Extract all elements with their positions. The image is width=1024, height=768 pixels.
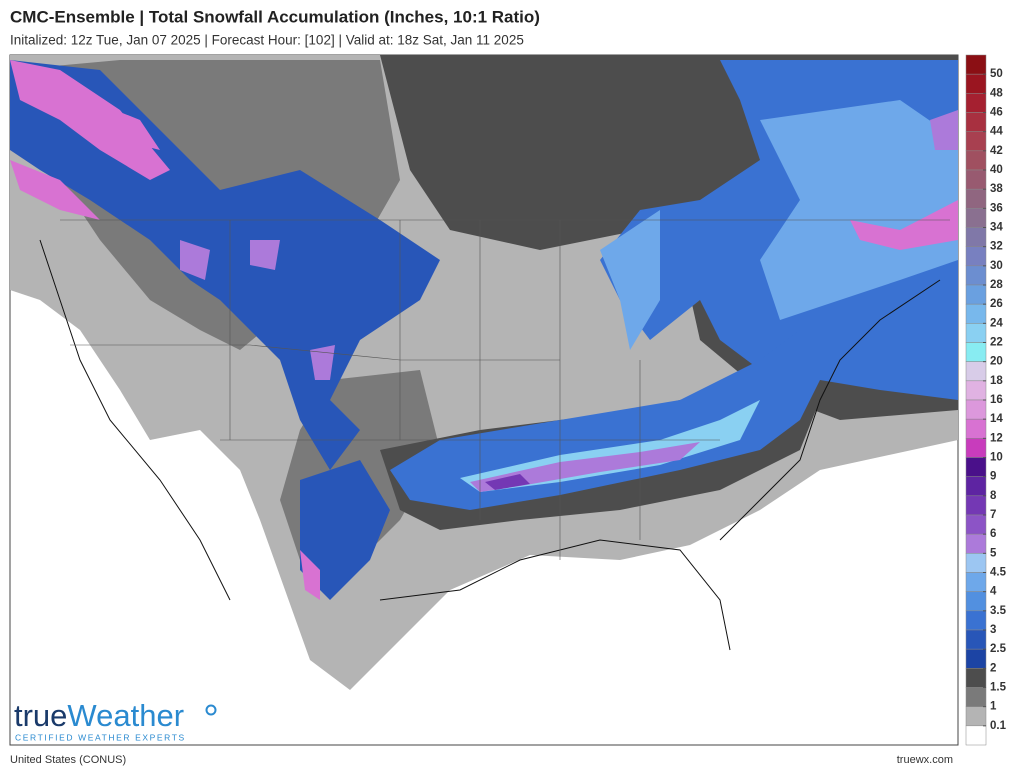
legend-swatch [965, 54, 987, 75]
legend-label: 36 [990, 202, 1003, 214]
legend-label: 4 [990, 586, 997, 598]
legend-swatch [965, 227, 987, 247]
legend-swatch [965, 246, 987, 267]
legend-swatch [965, 188, 987, 209]
legend-label: 1 [990, 701, 997, 713]
logo-tagline: CERTIFIED WEATHER EXPERTS [15, 732, 186, 742]
legend-label: 0.1 [990, 720, 1007, 732]
map-area [9, 54, 959, 746]
legend-swatch [965, 73, 987, 94]
legend-label: 4.5 [990, 567, 1007, 579]
legend-swatch [965, 610, 987, 631]
legend-swatch [965, 706, 987, 727]
legend-swatch [965, 668, 987, 688]
legend-label: 40 [990, 164, 1003, 176]
snow-light-blue-north [600, 100, 958, 350]
footer-site: truewx.com [897, 754, 953, 766]
legend-swatch [965, 572, 987, 592]
legend-label: 42 [990, 145, 1003, 157]
legend-swatch [965, 342, 987, 362]
legend-swatch [965, 380, 987, 401]
legend-swatch [965, 265, 987, 286]
legend-swatch [965, 514, 987, 535]
legend-swatch [965, 533, 987, 554]
legend-label: 34 [990, 222, 1003, 234]
legend-label: 32 [990, 241, 1003, 253]
legend-swatch [965, 438, 987, 458]
legend: 5048464442403836343230282624222018161412… [965, 54, 1007, 746]
subtitle: Initalized: 12z Tue, Jan 07 2025 | Forec… [10, 33, 524, 48]
legend-label: 6 [990, 528, 996, 540]
logo: trueWeather [14, 698, 184, 733]
legend-swatch [965, 208, 987, 228]
legend-swatch [965, 169, 987, 190]
legend-label: 3.5 [990, 605, 1007, 617]
legend-swatch [965, 418, 987, 439]
legend-swatch [965, 93, 987, 113]
legend-swatch [965, 361, 987, 382]
legend-swatch [965, 553, 987, 573]
legend-label: 24 [990, 317, 1003, 329]
legend-label: 22 [990, 337, 1003, 349]
legend-label: 18 [990, 375, 1003, 387]
legend-swatch [965, 648, 987, 669]
logo-part-b: Weather [67, 698, 184, 733]
coastline [39, 239, 941, 651]
legend-label: 50 [990, 68, 1003, 80]
legend-swatch [965, 399, 987, 420]
legend-label: 10 [990, 452, 1003, 464]
legend-label: 3 [990, 624, 996, 636]
footer-region: United States (CONUS) [10, 754, 126, 766]
legend-swatch [965, 303, 987, 324]
legend-label: 30 [990, 260, 1003, 272]
legend-swatch [965, 591, 987, 612]
legend-label: 20 [990, 356, 1003, 368]
logo-part-a: true [14, 698, 67, 733]
legend-label: 48 [990, 87, 1003, 99]
snow-purple-core [485, 474, 530, 490]
legend-label: 14 [990, 413, 1003, 425]
legend-label: 2 [990, 662, 996, 674]
snow-blue-west [10, 60, 440, 600]
legend-label: 5 [990, 547, 997, 559]
legend-swatch [965, 457, 987, 477]
legend-label: 8 [990, 490, 997, 502]
legend-swatch [965, 725, 987, 746]
legend-swatch [965, 112, 987, 132]
legend-label: 38 [990, 183, 1003, 195]
snow-blue-band [390, 330, 830, 510]
legend-label: 1.5 [990, 682, 1007, 694]
legend-swatch [965, 495, 987, 516]
legend-label: 2.5 [990, 643, 1007, 655]
legend-label: 9 [990, 471, 996, 483]
legend-swatch [965, 687, 987, 707]
state-borders [60, 219, 950, 560]
legend-swatch [965, 476, 987, 497]
title: CMC-Ensemble | Total Snowfall Accumulati… [10, 7, 540, 26]
legend-swatch [965, 284, 987, 305]
legend-label: 7 [990, 509, 996, 521]
legend-label: 44 [990, 126, 1003, 138]
legend-label: 28 [990, 279, 1003, 291]
snow-pink-nw [10, 60, 958, 600]
snow-purple-band [470, 442, 700, 492]
logo-dot [205, 704, 217, 716]
legend-swatch [965, 150, 987, 171]
legend-swatch [965, 629, 987, 650]
legend-swatch [965, 131, 987, 152]
legend-label: 16 [990, 394, 1003, 406]
legend-label: 46 [990, 107, 1003, 119]
legend-label: 26 [990, 298, 1003, 310]
legend-label: 12 [990, 432, 1003, 444]
legend-swatch [965, 323, 987, 343]
